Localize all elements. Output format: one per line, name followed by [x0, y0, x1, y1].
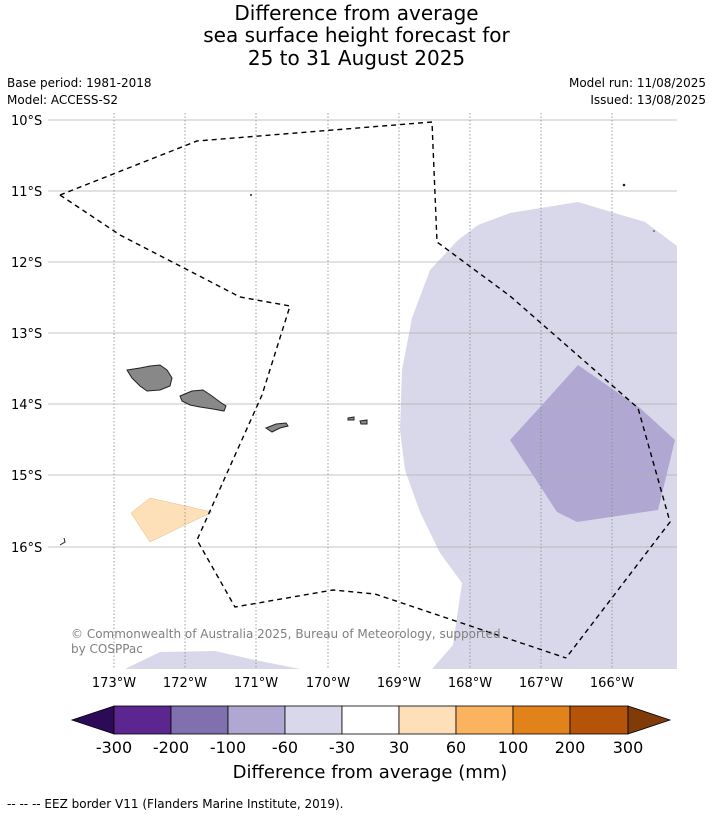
copyright-line-1: © Commonwealth of Australia 2025, Bureau…: [71, 627, 501, 641]
map-area: © Commonwealth of Australia 2025, Bureau…: [48, 113, 677, 669]
lon-label-167w: 167°W: [519, 676, 563, 691]
colorbar-tick-9: 200: [555, 738, 586, 757]
colorbar-bin-9: [569, 705, 629, 735]
colorbar-bin-4: [284, 705, 343, 735]
lon-label-169w: 169°W: [377, 676, 421, 691]
eez-footnote: -- -- -- EEZ border V11 (Flanders Marine…: [7, 797, 344, 811]
parallel-gridlines: [48, 119, 677, 548]
lon-label-170w: 170°W: [306, 676, 350, 691]
colorbar-extend-left: [70, 705, 115, 735]
lon-label-172w: 172°W: [163, 676, 207, 691]
colorbar-tick-7: 60: [446, 738, 466, 757]
colorbar-tick-5: -30: [329, 738, 355, 757]
title-line-2: sea surface height forecast for: [203, 23, 510, 47]
small-island: [250, 194, 252, 196]
lon-label-171w: 171°W: [234, 676, 278, 691]
small-island-sw: [59, 537, 66, 546]
anomaly-region-light-orange: [130, 497, 213, 543]
colorbar-tick-8: 100: [498, 738, 529, 757]
small-island-ne-2: [653, 230, 655, 232]
tutuila-island: [264, 422, 289, 433]
issued-label: Issued: 13/08/2025: [590, 93, 706, 107]
model-run-label: Model run: 11/08/2025: [568, 76, 706, 90]
lon-label-173w: 173°W: [92, 676, 136, 691]
colorbar-tick-3: -100: [210, 738, 246, 757]
colorbar-tick-2: -200: [153, 738, 189, 757]
colorbar-tick-1: -300: [96, 738, 132, 757]
colorbar-ticks: -300 -200 -100 -60 -30 30 60 100 200 300: [96, 738, 643, 757]
latitude-labels: 10°S 11°S 12°S 13°S 14°S 15°S 16°S: [11, 114, 42, 556]
colorbar-bin-2: [170, 705, 229, 735]
lat-label-11s: 11°S: [11, 185, 42, 200]
lat-label-10s: 10°S: [11, 114, 42, 129]
colorbar-tick-10: 300: [613, 738, 644, 757]
colorbar-tick-4: -60: [272, 738, 298, 757]
savaii-island: [126, 364, 173, 392]
lon-label-168w: 168°W: [448, 676, 492, 691]
lat-label-14s: 14°S: [11, 398, 42, 413]
longitude-labels: 173°W 172°W 171°W 170°W 169°W 168°W 167°…: [92, 676, 634, 691]
colorbar-bin-8: [512, 705, 571, 735]
colorbar-bin-3: [227, 705, 286, 735]
eez-border-american-samoa: [59, 194, 567, 659]
upolu-island: [179, 389, 227, 412]
lat-label-13s: 13°S: [11, 327, 42, 342]
colorbar-bin-1: [113, 705, 172, 735]
small-island-ne: [622, 183, 626, 187]
colorbar-extend-right: [627, 705, 672, 735]
anomaly-region-light-purple-bottom: [125, 651, 300, 669]
colorbar-bin-6: [398, 705, 457, 735]
lat-label-16s: 16°S: [11, 541, 42, 556]
colorbar-label: Difference from average (mm): [233, 762, 508, 783]
manua-island-2: [359, 419, 368, 425]
copyright-line-2: by COSPPac: [71, 642, 143, 656]
lon-label-166w: 166°W: [590, 676, 634, 691]
lat-label-12s: 12°S: [11, 256, 42, 271]
title-line-1: Difference from average: [234, 1, 479, 25]
colorbar-bin-5: [341, 705, 400, 735]
manua-island-1: [347, 416, 355, 421]
meridian-gridlines: [113, 113, 613, 669]
base-period-label: Base period: 1981-2018: [7, 76, 152, 90]
title-line-3: 25 to 31 August 2025: [247, 46, 466, 70]
lat-label-15s: 15°S: [11, 469, 42, 484]
colorbar-tick-6: 30: [389, 738, 409, 757]
colorbar-bin-7: [455, 705, 514, 735]
model-label: Model: ACCESS-S2: [7, 93, 119, 107]
colorbar: [70, 705, 672, 735]
